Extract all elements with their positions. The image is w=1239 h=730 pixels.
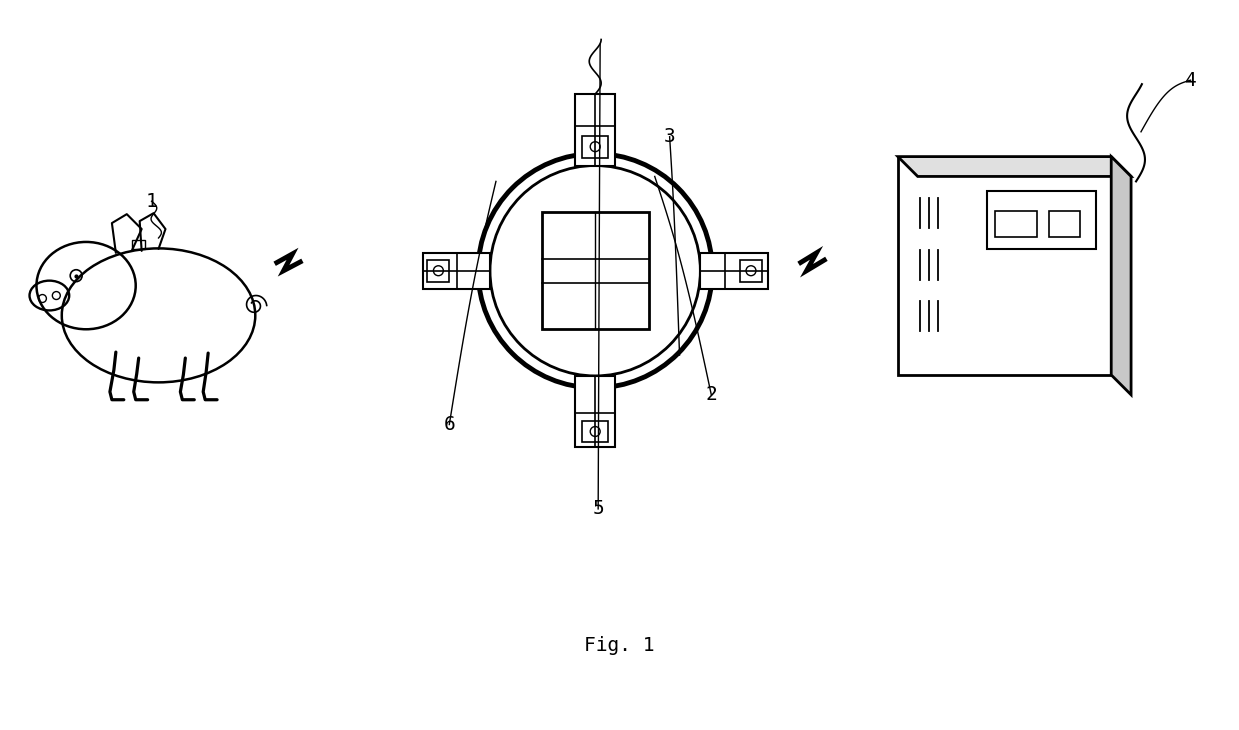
Bar	[700, 253, 768, 288]
Text: 2: 2	[705, 385, 717, 404]
Text: Fig. 1: Fig. 1	[584, 637, 654, 656]
Text: 1: 1	[146, 192, 157, 211]
Bar	[575, 94, 615, 166]
Bar	[987, 191, 1097, 249]
Bar	[898, 157, 1111, 375]
Bar	[1048, 211, 1080, 237]
Bar	[575, 376, 615, 447]
Bar	[582, 136, 608, 158]
Text: 4: 4	[1184, 71, 1197, 90]
Bar	[582, 420, 608, 442]
Bar	[541, 212, 649, 329]
Text: 5: 5	[592, 499, 605, 518]
Polygon shape	[898, 157, 1131, 177]
Bar	[740, 260, 762, 282]
Text: 6: 6	[444, 415, 455, 434]
Bar	[131, 240, 145, 249]
Bar	[995, 211, 1037, 237]
Bar	[422, 253, 489, 288]
Text: 3: 3	[664, 127, 675, 146]
Bar	[427, 260, 450, 282]
Polygon shape	[1111, 157, 1131, 395]
